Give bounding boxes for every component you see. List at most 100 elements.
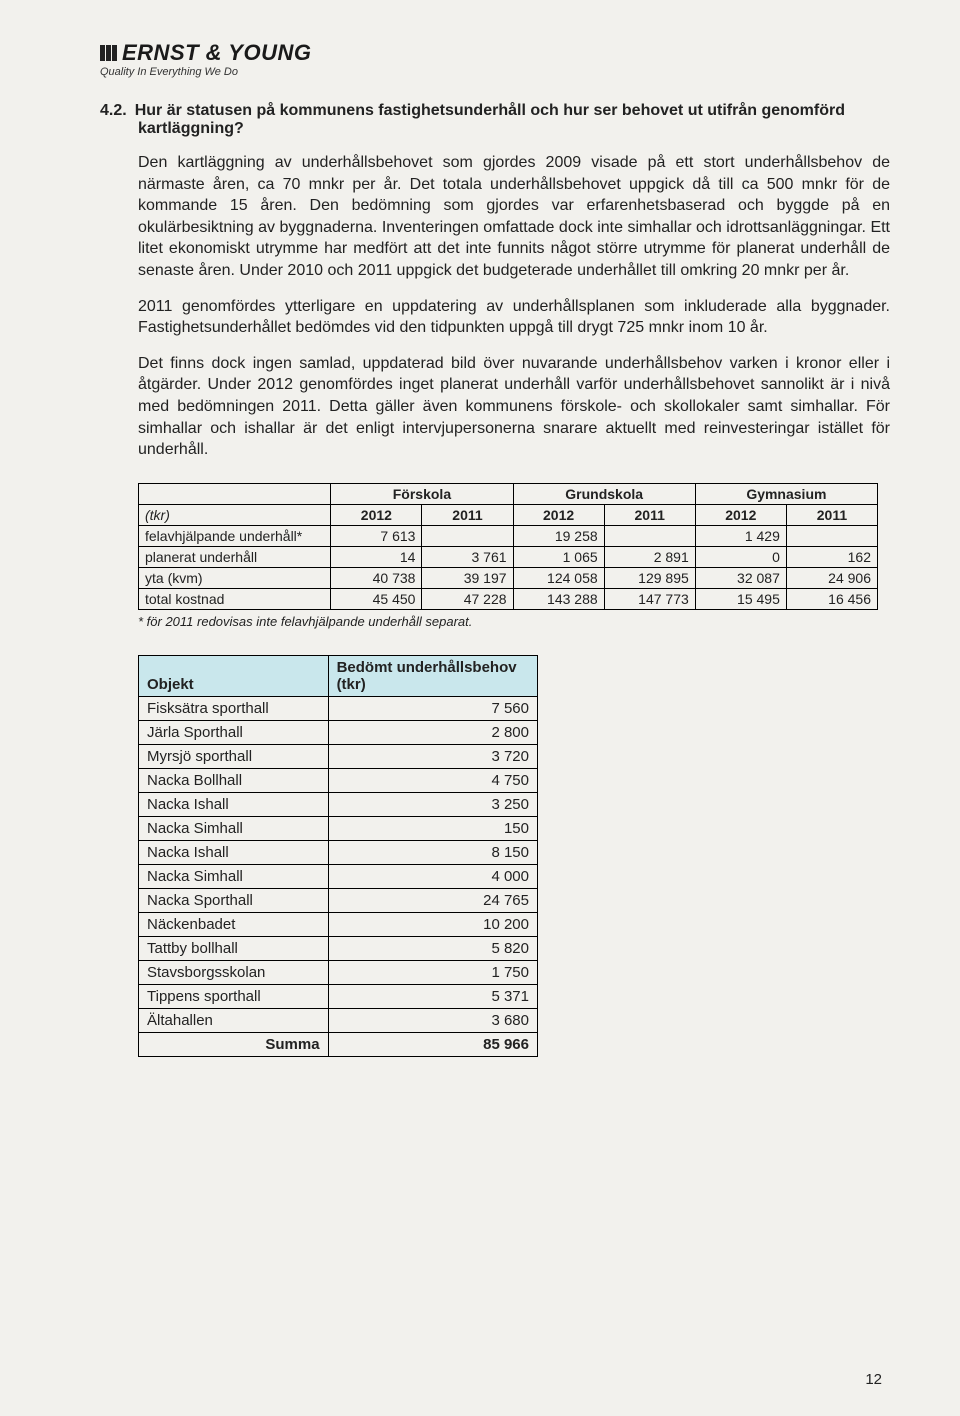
val-cell: 150 bbox=[328, 816, 537, 840]
sum-value: 85 966 bbox=[328, 1032, 537, 1056]
cell: 14 bbox=[331, 546, 422, 567]
table-row: total kostnad 45 450 47 228 143 288 147 … bbox=[139, 588, 878, 609]
sum-label: Summa bbox=[139, 1032, 329, 1056]
row-label: felavhjälpande underhåll* bbox=[139, 525, 331, 546]
year-header: 2012 bbox=[695, 504, 786, 525]
logo-bars-icon bbox=[100, 41, 120, 57]
table-row: Stavsborgsskolan1 750 bbox=[139, 960, 538, 984]
paragraph-2: 2011 genomfördes ytterligare en uppdater… bbox=[138, 296, 890, 339]
val-cell: 3 680 bbox=[328, 1008, 537, 1032]
obj-cell: Tattby bollhall bbox=[139, 936, 329, 960]
obj-cell: Näckenbadet bbox=[139, 912, 329, 936]
year-header: 2011 bbox=[422, 504, 513, 525]
table-row: Summa 85 966 bbox=[139, 1032, 538, 1056]
year-header: 2012 bbox=[331, 504, 422, 525]
table-row: Förskola Grundskola Gymnasium bbox=[139, 483, 878, 504]
cell: 32 087 bbox=[695, 567, 786, 588]
table-row: Nacka Bollhall4 750 bbox=[139, 768, 538, 792]
cell: 143 288 bbox=[513, 588, 604, 609]
logo-brand: ERNST & YOUNG bbox=[100, 40, 890, 66]
val-cell: 7 560 bbox=[328, 696, 537, 720]
table-corner: (tkr) bbox=[139, 504, 331, 525]
year-header: 2012 bbox=[513, 504, 604, 525]
table-row: Tippens sporthall5 371 bbox=[139, 984, 538, 1008]
table-row: Nacka Sporthall24 765 bbox=[139, 888, 538, 912]
section-heading: 4.2.Hur är statusen på kommunens fastigh… bbox=[138, 102, 890, 138]
table-row: Ältahallen3 680 bbox=[139, 1008, 538, 1032]
cell: 1 429 bbox=[695, 525, 786, 546]
cell: 40 738 bbox=[331, 567, 422, 588]
cell: 0 bbox=[695, 546, 786, 567]
obj-cell: Järla Sporthall bbox=[139, 720, 329, 744]
paragraph-1: Den kartläggning av underhållsbehovet so… bbox=[138, 152, 890, 282]
cell: 162 bbox=[786, 546, 877, 567]
table-row: Objekt Bedömt underhållsbehov (tkr) bbox=[139, 655, 538, 696]
cell: 15 495 bbox=[695, 588, 786, 609]
table-costs: Förskola Grundskola Gymnasium (tkr) 2012… bbox=[138, 483, 878, 610]
cell bbox=[604, 525, 695, 546]
val-cell: 8 150 bbox=[328, 840, 537, 864]
val-cell: 2 800 bbox=[328, 720, 537, 744]
table-costs-footnote: * för 2011 redovisas inte felavhjälpande… bbox=[138, 614, 890, 629]
logo-brand-text: ERNST & YOUNG bbox=[122, 40, 311, 65]
cell: 2 891 bbox=[604, 546, 695, 567]
cell: 45 450 bbox=[331, 588, 422, 609]
val-cell: 5 820 bbox=[328, 936, 537, 960]
cell: 39 197 bbox=[422, 567, 513, 588]
val-cell: 1 750 bbox=[328, 960, 537, 984]
section-title: Hur är statusen på kommunens fastighetsu… bbox=[135, 102, 845, 137]
logo-block: ERNST & YOUNG Quality In Everything We D… bbox=[100, 40, 890, 78]
obj-cell: Nacka Simhall bbox=[139, 864, 329, 888]
obj-cell: Nacka Ishall bbox=[139, 792, 329, 816]
val-cell: 4 750 bbox=[328, 768, 537, 792]
table-row: Nacka Simhall4 000 bbox=[139, 864, 538, 888]
val-cell: 24 765 bbox=[328, 888, 537, 912]
val-cell: 4 000 bbox=[328, 864, 537, 888]
cell bbox=[786, 525, 877, 546]
section-number: 4.2. bbox=[100, 102, 127, 119]
cell: 47 228 bbox=[422, 588, 513, 609]
table-row: Järla Sporthall2 800 bbox=[139, 720, 538, 744]
paragraph-3: Det finns dock ingen samlad, uppdaterad … bbox=[138, 353, 890, 461]
group-header: Gymnasium bbox=[695, 483, 877, 504]
table-row: planerat underhåll 14 3 761 1 065 2 891 … bbox=[139, 546, 878, 567]
table-corner-empty bbox=[139, 483, 331, 504]
obj-cell: Fisksätra sporthall bbox=[139, 696, 329, 720]
table-row: Tattby bollhall5 820 bbox=[139, 936, 538, 960]
obj-cell: Tippens sporthall bbox=[139, 984, 329, 1008]
table-row: felavhjälpande underhåll* 7 613 19 258 1… bbox=[139, 525, 878, 546]
group-header: Förskola bbox=[331, 483, 513, 504]
col-header-value: Bedömt underhållsbehov (tkr) bbox=[328, 655, 537, 696]
table-objects: Objekt Bedömt underhållsbehov (tkr) Fisk… bbox=[138, 655, 538, 1057]
table-row: Nacka Simhall150 bbox=[139, 816, 538, 840]
obj-cell: Myrsjö sporthall bbox=[139, 744, 329, 768]
row-label: total kostnad bbox=[139, 588, 331, 609]
cell: 129 895 bbox=[604, 567, 695, 588]
obj-cell: Nacka Simhall bbox=[139, 816, 329, 840]
table-row: yta (kvm) 40 738 39 197 124 058 129 895 … bbox=[139, 567, 878, 588]
cell: 7 613 bbox=[331, 525, 422, 546]
col-header-object: Objekt bbox=[139, 655, 329, 696]
cell: 16 456 bbox=[786, 588, 877, 609]
val-cell: 3 720 bbox=[328, 744, 537, 768]
logo-tagline: Quality In Everything We Do bbox=[100, 66, 890, 78]
year-header: 2011 bbox=[604, 504, 695, 525]
document-page: ERNST & YOUNG Quality In Everything We D… bbox=[0, 0, 960, 1416]
group-header: Grundskola bbox=[513, 483, 695, 504]
obj-cell: Nacka Bollhall bbox=[139, 768, 329, 792]
obj-cell: Nacka Ishall bbox=[139, 840, 329, 864]
cell: 124 058 bbox=[513, 567, 604, 588]
table-row: (tkr) 2012 2011 2012 2011 2012 2011 bbox=[139, 504, 878, 525]
cell: 19 258 bbox=[513, 525, 604, 546]
cell: 3 761 bbox=[422, 546, 513, 567]
obj-cell: Ältahallen bbox=[139, 1008, 329, 1032]
table-costs-wrap: Förskola Grundskola Gymnasium (tkr) 2012… bbox=[138, 483, 890, 610]
table-row: Fisksätra sporthall7 560 bbox=[139, 696, 538, 720]
cell bbox=[422, 525, 513, 546]
cell: 1 065 bbox=[513, 546, 604, 567]
cell: 147 773 bbox=[604, 588, 695, 609]
row-label: yta (kvm) bbox=[139, 567, 331, 588]
val-cell: 10 200 bbox=[328, 912, 537, 936]
year-header: 2011 bbox=[786, 504, 877, 525]
cell: 24 906 bbox=[786, 567, 877, 588]
